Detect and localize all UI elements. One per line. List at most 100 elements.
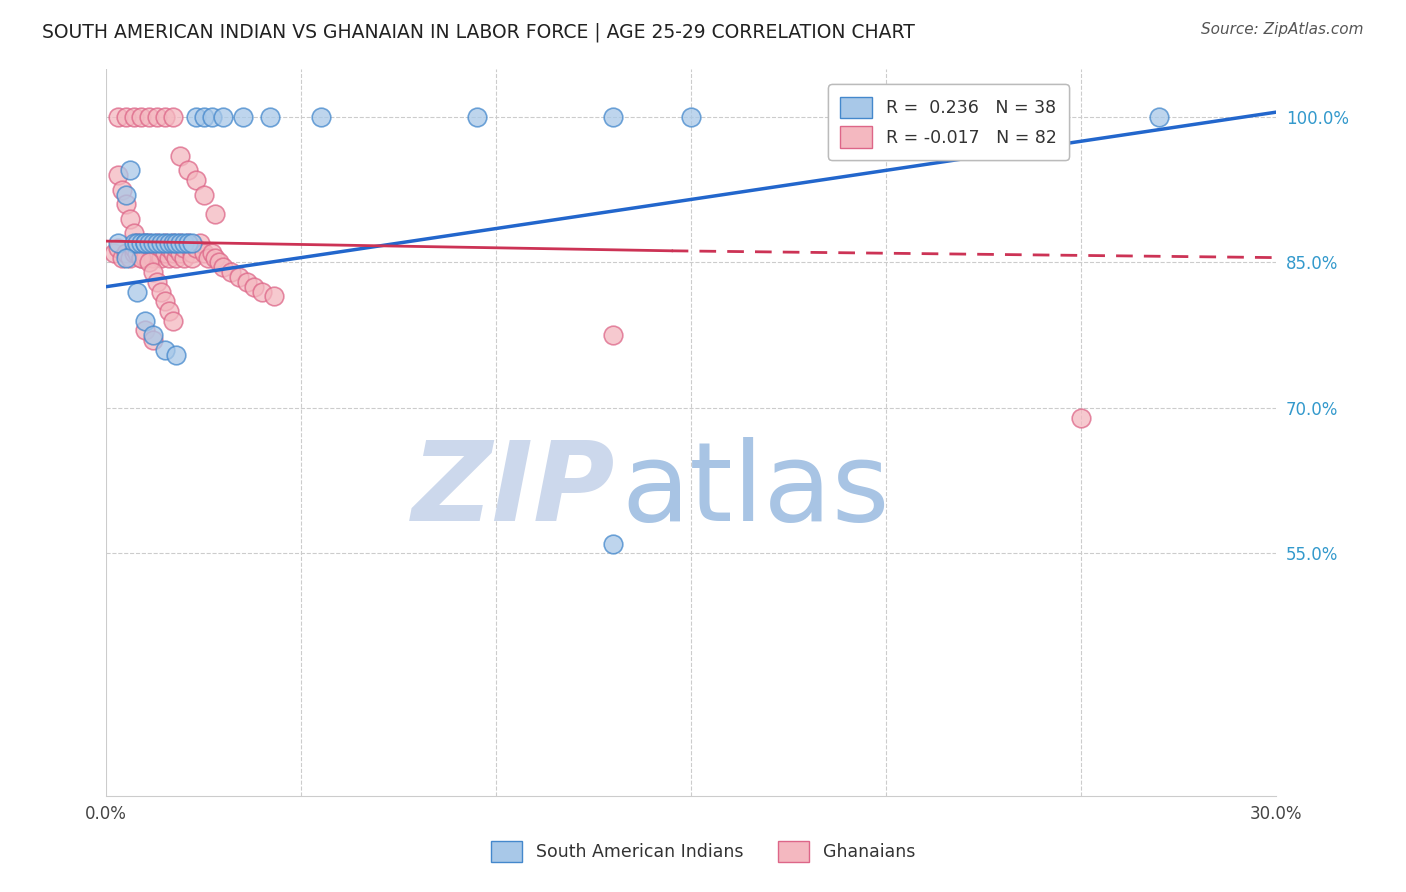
Point <box>177 235 200 250</box>
Text: Source: ZipAtlas.com: Source: ZipAtlas.com <box>1201 22 1364 37</box>
Point <box>157 241 180 255</box>
Point <box>138 235 160 250</box>
Point <box>142 251 165 265</box>
Point <box>149 285 172 299</box>
Point <box>107 110 129 124</box>
Text: ZIP: ZIP <box>412 437 616 544</box>
Point <box>602 328 624 343</box>
Point <box>228 270 250 285</box>
Point <box>142 245 165 260</box>
Point <box>146 235 169 250</box>
Legend: South American Indians, Ghanaians: South American Indians, Ghanaians <box>478 829 928 874</box>
Point <box>259 110 281 124</box>
Point <box>162 110 184 124</box>
Point <box>157 235 180 250</box>
Point <box>134 235 156 250</box>
Point <box>131 235 153 250</box>
Point <box>250 285 273 299</box>
Point <box>181 251 204 265</box>
Point <box>602 536 624 550</box>
Point <box>173 251 195 265</box>
Point <box>184 173 207 187</box>
Point <box>153 235 176 250</box>
Point <box>134 235 156 250</box>
Point <box>219 265 242 279</box>
Point <box>235 275 257 289</box>
Point <box>208 255 231 269</box>
Point <box>181 235 204 250</box>
Point <box>197 251 219 265</box>
Point <box>138 235 160 250</box>
Point <box>309 110 332 124</box>
Point <box>127 235 149 250</box>
Point <box>162 245 184 260</box>
Point <box>138 241 160 255</box>
Point <box>107 235 129 250</box>
Point <box>149 251 172 265</box>
Point <box>114 197 136 211</box>
Point <box>149 235 172 250</box>
Point <box>142 235 165 250</box>
Point <box>146 235 169 250</box>
Point <box>146 110 169 124</box>
Point <box>107 168 129 182</box>
Legend: R =  0.236   N = 38, R = -0.017   N = 82: R = 0.236 N = 38, R = -0.017 N = 82 <box>828 85 1069 160</box>
Point <box>153 110 176 124</box>
Point <box>193 110 215 124</box>
Point <box>153 294 176 309</box>
Point <box>153 235 176 250</box>
Point <box>107 241 129 255</box>
Point <box>157 251 180 265</box>
Point <box>122 110 145 124</box>
Point <box>193 187 215 202</box>
Point <box>177 163 200 178</box>
Point <box>165 235 187 250</box>
Point <box>263 289 285 303</box>
Point <box>177 235 200 250</box>
Point <box>162 235 184 250</box>
Point <box>169 235 191 250</box>
Point <box>134 313 156 327</box>
Point <box>212 260 235 275</box>
Point <box>118 163 141 178</box>
Point <box>149 241 172 255</box>
Point <box>134 245 156 260</box>
Point <box>200 245 222 260</box>
Point <box>153 245 176 260</box>
Point <box>184 241 207 255</box>
Point <box>200 110 222 124</box>
Point <box>243 279 266 293</box>
Point <box>118 251 141 265</box>
Point <box>142 333 165 347</box>
Point <box>165 241 187 255</box>
Point <box>131 251 153 265</box>
Point <box>602 110 624 124</box>
Point <box>118 211 141 226</box>
Point <box>153 343 176 357</box>
Point <box>204 251 226 265</box>
Point <box>127 235 149 250</box>
Point <box>173 235 195 250</box>
Point <box>111 183 134 197</box>
Point <box>169 245 191 260</box>
Point <box>169 149 191 163</box>
Point <box>204 207 226 221</box>
Point <box>111 251 134 265</box>
Point <box>103 245 125 260</box>
Point <box>122 227 145 241</box>
Point <box>114 187 136 202</box>
Point <box>134 235 156 250</box>
Point <box>122 241 145 255</box>
Point <box>157 304 180 318</box>
Point <box>681 110 703 124</box>
Text: atlas: atlas <box>621 437 890 544</box>
Point <box>134 323 156 337</box>
Point <box>162 313 184 327</box>
Point <box>173 241 195 255</box>
Point <box>127 285 149 299</box>
Point <box>169 235 191 250</box>
Point <box>1147 110 1170 124</box>
Point <box>122 235 145 250</box>
Point <box>165 347 187 361</box>
Point <box>114 245 136 260</box>
